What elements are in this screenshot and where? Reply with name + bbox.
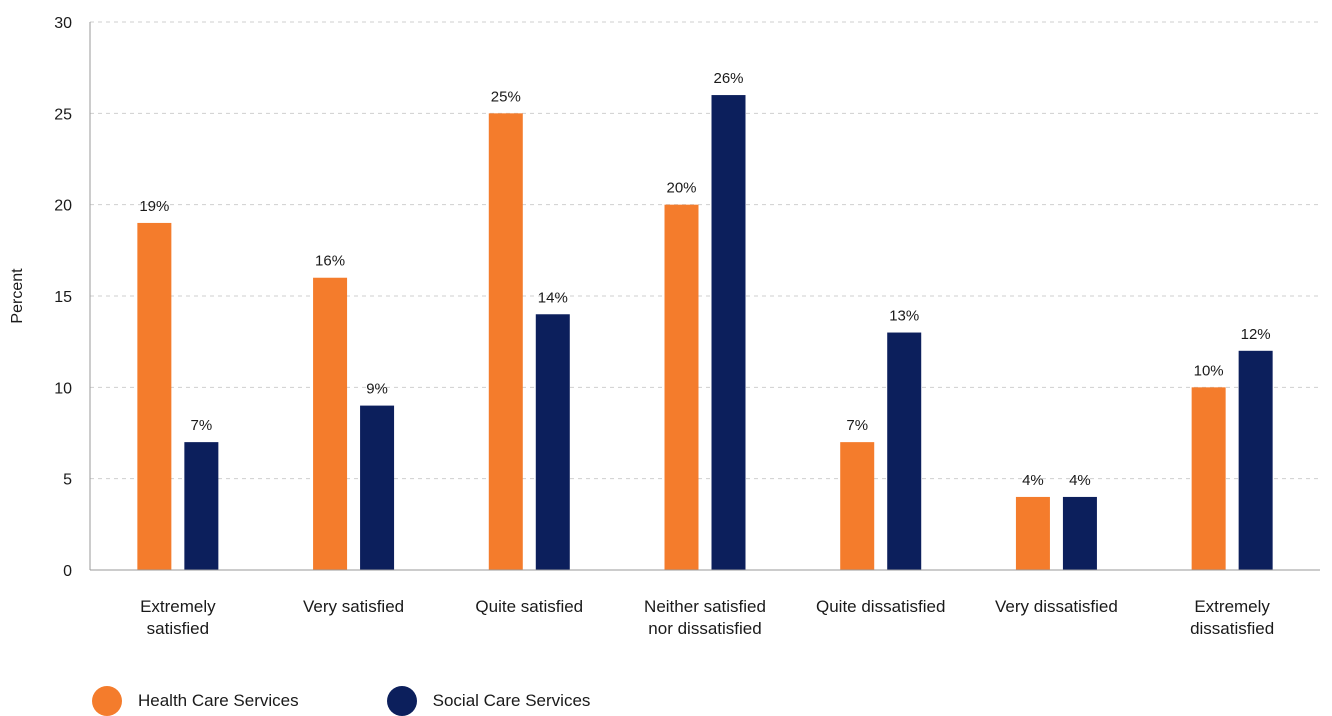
x-category-label: Quite satisfied: [475, 597, 583, 616]
x-category-label: Extremely: [1194, 597, 1270, 616]
bar-health: [488, 113, 523, 570]
y-axis-label: Percent: [9, 268, 26, 324]
data-label: 10%: [1194, 362, 1224, 379]
x-category-label: Very dissatisfied: [995, 597, 1118, 616]
data-label: 4%: [1069, 472, 1091, 489]
data-label: 13%: [889, 308, 919, 325]
bar-health: [1191, 387, 1226, 570]
y-tick-label: 5: [63, 472, 72, 489]
data-label: 14%: [538, 289, 568, 306]
bars: 19% 7% 16% 9% 25% 14% 20% 26% 7% 13% 4% 4% 10% 12%: [137, 70, 1273, 571]
legend-item-social: Social Care Services: [386, 686, 591, 716]
data-label: 4%: [1022, 472, 1044, 489]
data-label: 12%: [1241, 326, 1271, 343]
data-label: 7%: [191, 417, 213, 434]
bar-social: [360, 405, 395, 570]
data-label: 25%: [491, 88, 521, 105]
data-label: 20%: [666, 180, 696, 197]
x-axis: Extremely satisfied Very satisfied Quite sa…: [90, 569, 1320, 638]
bar-health: [840, 442, 875, 570]
bar-social: [535, 314, 570, 570]
data-label: 26%: [713, 70, 743, 87]
data-label: 7%: [846, 417, 868, 434]
bar-social: [1062, 496, 1097, 570]
bar-health: [1015, 496, 1050, 570]
bar-social: [1238, 350, 1273, 570]
legend-item-health: Health Care Services: [92, 686, 299, 716]
x-category-label: dissatisfied: [1190, 619, 1274, 638]
data-label: 19%: [139, 198, 169, 215]
bar-social: [184, 442, 219, 570]
legend-label-health: Health Care Services: [138, 691, 299, 710]
x-category-label: Quite dissatisfied: [816, 597, 945, 616]
gridlines: [90, 21, 1320, 480]
x-category-label: satisfied: [147, 619, 209, 638]
y-tick-label: 0: [63, 563, 72, 580]
y-tick-label: 30: [54, 15, 72, 32]
data-label: 9%: [366, 381, 388, 398]
y-tick-label: 10: [54, 380, 72, 397]
y-tick-label: 20: [54, 198, 72, 215]
bar-health: [313, 277, 348, 570]
bar-health: [137, 222, 172, 570]
y-tick-label: 15: [54, 289, 72, 306]
x-category-label: nor dissatisfied: [648, 619, 761, 638]
bar-health: [664, 204, 699, 570]
bar-social: [711, 95, 746, 571]
legend-swatch-social: [386, 686, 417, 716]
x-category-label: Very satisfied: [303, 597, 404, 616]
legend-label-social: Social Care Services: [432, 691, 591, 710]
y-axis: 0 5 10 15 20 25 30: [54, 15, 91, 580]
data-label: 16%: [315, 253, 345, 270]
legend: Health Care Services Social Care Service…: [92, 686, 678, 716]
y-tick-label: 25: [54, 106, 72, 123]
legend-swatch-health: [92, 686, 122, 716]
x-category-label: Extremely: [140, 597, 216, 616]
x-category-label: Neither satisfied: [644, 597, 766, 616]
bar-social: [887, 332, 922, 570]
